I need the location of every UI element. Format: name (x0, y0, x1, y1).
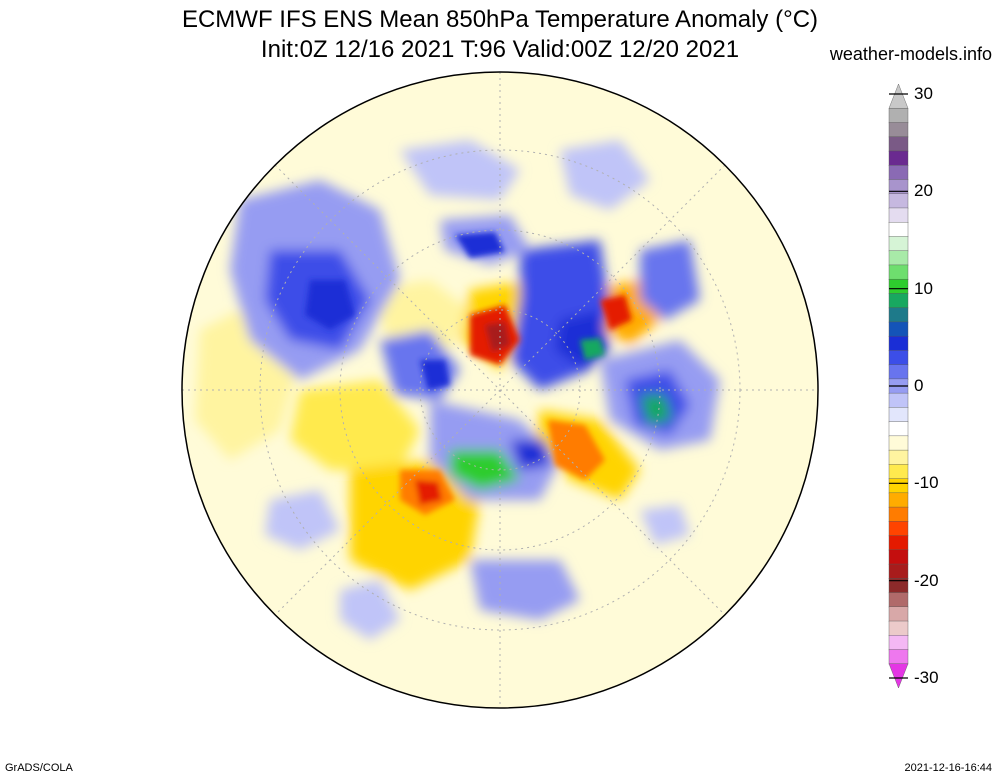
colorbar-swatch (888, 179, 909, 195)
colorbar-swatch (888, 221, 909, 238)
colorbar-swatch (888, 592, 909, 608)
colorbar-swatch (888, 108, 909, 124)
colorbar-swatch (888, 293, 909, 309)
colorbar-swatch (888, 464, 909, 480)
colorbar-swatch (888, 307, 909, 323)
colorbar-swatch (888, 150, 909, 166)
colorbar-swatch (888, 620, 909, 636)
colorbar-swatch (888, 350, 909, 366)
colorbar-swatch (888, 122, 909, 138)
colorbar-tick-label: -30 (914, 668, 939, 687)
footer-timestamp: 2021-12-16-16:44 (904, 762, 992, 774)
colorbar-tick-label: 0 (914, 376, 924, 395)
source-site-label: weather-models.info (829, 44, 992, 64)
anomaly-cores (305, 232, 632, 515)
colorbar-swatch (888, 606, 909, 622)
colorbar-swatch (888, 136, 909, 152)
colorbar-tick-label: -20 (914, 570, 939, 590)
colorbar-swatch (888, 421, 909, 437)
colorbar-swatch (888, 83, 909, 109)
colorbar-swatch (888, 193, 909, 209)
footer-credit: GrADS/COLA (5, 762, 73, 774)
colorbar-swatch (888, 563, 909, 579)
colorbar-swatch (888, 250, 909, 266)
colorbar-swatch (888, 449, 909, 466)
colorbar-swatch (888, 435, 909, 451)
colorbar-swatch (888, 506, 909, 523)
colorbar-swatch (888, 649, 909, 665)
map-subtitle: Init:0Z 12/16 2021 T:96 Valid:00Z 12/20 … (260, 36, 740, 63)
colorbar-swatch (888, 321, 909, 337)
map-boundary (181, 71, 819, 709)
colorbar-swatch (888, 165, 909, 181)
colorbar-swatch (888, 535, 909, 551)
colorbar-swatch (888, 663, 909, 689)
colorbar-swatch (888, 278, 909, 295)
colorbar-swatch (888, 207, 909, 223)
colorbar-swatch (888, 549, 909, 565)
colorbar-tick-label: 10 (914, 278, 933, 298)
map-title: ECMWF IFS ENS Mean 850hPa Temperature An… (181, 6, 819, 33)
colorbar-swatch (888, 364, 909, 380)
colorbar-swatch (888, 236, 909, 252)
colorbar-swatch (888, 635, 909, 651)
colorbar-swatch (888, 407, 909, 423)
map-disk (182, 72, 818, 708)
colorbar-tick-label: 20 (914, 181, 933, 201)
colorbar-ticks (889, 93, 908, 679)
colorbar-tick-label: -10 (914, 473, 939, 493)
colorbar-swatch (888, 392, 909, 409)
colorbar-swatches (888, 83, 909, 689)
graticule (182, 72, 818, 708)
colorbar-tick-label: 30 (914, 84, 933, 103)
colorbar-swatch (888, 335, 909, 352)
colorbar-swatch (888, 492, 909, 508)
colorbar-swatch (888, 521, 909, 537)
colorbar-swatch (888, 478, 909, 494)
colorbar-swatch (888, 264, 909, 280)
